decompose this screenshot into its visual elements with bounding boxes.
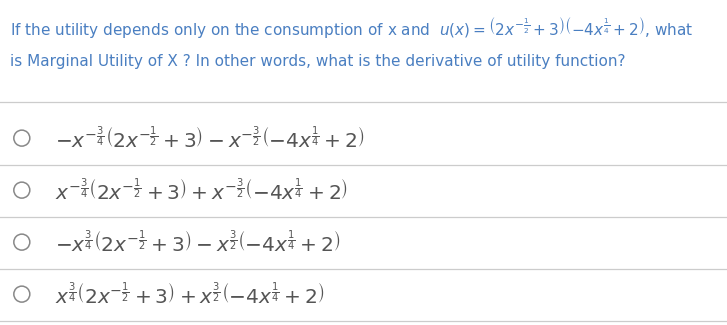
- Text: $-x^{\frac{3}{4}}\left(2x^{-\frac{1}{2}}+3\right)-x^{\frac{3}{2}}\left(-4x^{\fra: $-x^{\frac{3}{4}}\left(2x^{-\frac{1}{2}}…: [55, 229, 340, 255]
- Text: $-x^{-\frac{3}{4}}\left(2x^{-\frac{1}{2}}+3\right)-x^{-\frac{3}{2}}\left(-4x^{\f: $-x^{-\frac{3}{4}}\left(2x^{-\frac{1}{2}…: [55, 125, 363, 151]
- Text: $x^{-\frac{3}{4}}\left(2x^{-\frac{1}{2}}+3\right)+x^{-\frac{3}{2}}\left(-4x^{\fr: $x^{-\frac{3}{4}}\left(2x^{-\frac{1}{2}}…: [55, 177, 348, 203]
- Text: If the utility depends only on the consumption of x and  $u\left(x\right) = \lef: If the utility depends only on the consu…: [10, 15, 694, 40]
- Text: $x^{\frac{3}{4}}\left(2x^{-\frac{1}{2}}+3\right)+x^{\frac{3}{2}}\left(-4x^{\frac: $x^{\frac{3}{4}}\left(2x^{-\frac{1}{2}}+…: [55, 281, 324, 307]
- Text: is Marginal Utility of X ? In other words, what is the derivative of utility fun: is Marginal Utility of X ? In other word…: [10, 54, 626, 69]
